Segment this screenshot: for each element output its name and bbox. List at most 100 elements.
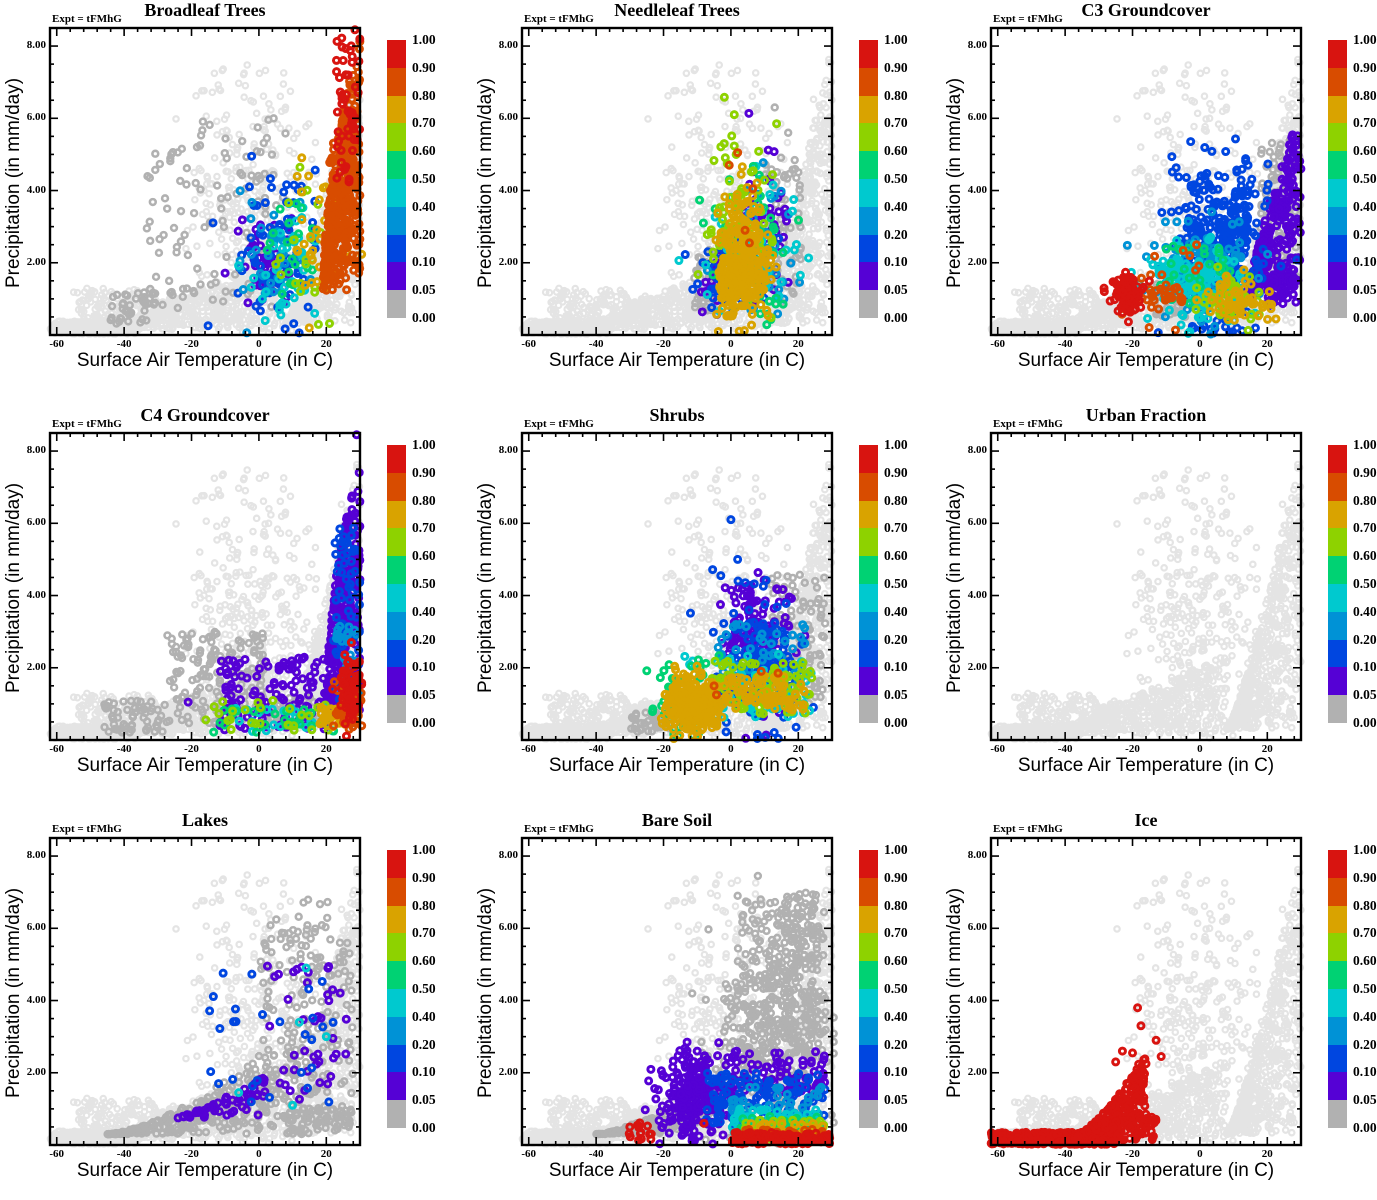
- colorbar-segment: [1328, 179, 1347, 207]
- y-tick-label: 4.00: [26, 183, 46, 196]
- colorbar-segment: [859, 206, 878, 235]
- x-tick-label: -60: [49, 1148, 65, 1160]
- panel-title: Urban Fraction: [1085, 405, 1207, 425]
- panel-title: Ice: [1134, 810, 1158, 830]
- x-tick-label: -20: [1125, 338, 1140, 350]
- colorbar-label: 0.50: [1353, 576, 1377, 591]
- colorbar-segment: [1328, 234, 1347, 263]
- colorbar-label: 0.70: [884, 925, 908, 941]
- y-tick-label: 4.00: [967, 183, 987, 196]
- colorbar-segment: [859, 1100, 878, 1128]
- colorbar-segment: [387, 877, 406, 906]
- colorbar-segment: [387, 262, 406, 291]
- scatter-plot-canvas: [941, 0, 1377, 390]
- colorbar-label: 1.00: [412, 32, 436, 47]
- y-tick-label: 8.00: [26, 444, 46, 457]
- colorbar-label: 0.90: [412, 59, 436, 75]
- y-tick-label: 6.00: [967, 111, 987, 124]
- x-tick-label: 20: [792, 743, 804, 755]
- colorbar-label: 1.00: [1353, 437, 1377, 452]
- x-tick-label: 0: [728, 338, 734, 350]
- colorbar-label: 0.10: [412, 254, 436, 270]
- colorbar-segment: [859, 40, 878, 68]
- colorbar-label: 0.50: [412, 981, 436, 996]
- colorbar-label: 0.70: [1353, 115, 1377, 131]
- colorbar-label: 0.70: [884, 520, 908, 536]
- scatter-plot-canvas: [941, 405, 1377, 795]
- colorbar-segment: [387, 933, 406, 962]
- colorbar-segment: [387, 290, 406, 318]
- colorbar-label: 0.20: [884, 226, 908, 242]
- colorbar-label: 0.70: [412, 115, 436, 131]
- colorbar-segment: [387, 179, 406, 207]
- colorbar-label: 0.90: [1353, 59, 1377, 75]
- y-tick-label: 8.00: [967, 849, 987, 862]
- colorbar-segment: [1328, 1044, 1347, 1073]
- x-tick-label: 0: [256, 743, 262, 755]
- colorbar-label: 0.10: [1353, 1064, 1377, 1080]
- colorbar-label: 0.60: [412, 953, 436, 969]
- colorbar-label: 0.50: [1353, 981, 1377, 996]
- colorbar-segment: [387, 584, 406, 612]
- x-tick-label: 0: [1197, 743, 1203, 755]
- colorbar-segment: [1328, 123, 1347, 152]
- colorbar-segment: [1328, 262, 1347, 291]
- y-tick-label: 2.00: [967, 1065, 987, 1078]
- y-tick-label: 8.00: [498, 849, 518, 862]
- colorbar-label: 0.10: [1353, 659, 1377, 675]
- colorbar-label: 0.80: [1353, 492, 1377, 508]
- panel-needleleaf-trees: Needleleaf Trees Expt = tFMhG Precipitat…: [472, 0, 931, 395]
- y-tick-label: 4.00: [498, 588, 518, 601]
- colorbar-segment: [859, 67, 878, 96]
- colorbar-segment: [859, 639, 878, 668]
- panel-title: C3 Groundcover: [1081, 0, 1211, 20]
- y-tick-label: 6.00: [498, 516, 518, 529]
- colorbar-segment: [859, 123, 878, 152]
- colorbar-label: 0.80: [1353, 897, 1377, 913]
- y-tick-label: 8.00: [26, 39, 46, 52]
- colorbar-segment: [1328, 584, 1347, 612]
- x-tick-label: -60: [521, 1148, 537, 1160]
- y-tick-label: 8.00: [498, 444, 518, 457]
- y-tick-label: 4.00: [498, 993, 518, 1006]
- colorbar-label: 0.10: [884, 254, 908, 270]
- colorbar-segment: [1328, 528, 1347, 557]
- panel-c3-groundcover: C3 Groundcover Expt = tFMhG Precipitatio…: [941, 0, 1377, 395]
- x-tick-label: 20: [320, 1148, 332, 1160]
- x-axis-label: Surface Air Temperature (in C): [76, 350, 334, 371]
- colorbar-label: 0.20: [412, 226, 436, 242]
- colorbar-segment: [1328, 1016, 1347, 1045]
- panel-shrubs: Shrubs Expt = tFMhG Precipitation (in mm…: [472, 405, 931, 800]
- x-tick-label: -20: [656, 743, 671, 755]
- panel-c4-groundcover: C4 Groundcover Expt = tFMhG Precipitatio…: [0, 405, 459, 800]
- x-tick-label: 0: [1197, 1148, 1203, 1160]
- x-axis-label: Surface Air Temperature (in C): [1017, 755, 1275, 776]
- x-tick-label: -20: [1125, 1148, 1140, 1160]
- x-axis-label: Surface Air Temperature (in C): [548, 1160, 806, 1181]
- colorbar-label: 0.90: [884, 869, 908, 885]
- x-tick-label: -40: [588, 338, 604, 350]
- colorbar: 1.00 0.90 0.80 0.70 0.60 0.50 0.40 0.20 0.10 0.05…: [472, 810, 931, 1200]
- colorbar-segment: [387, 1016, 406, 1045]
- colorbar-segment: [1328, 667, 1347, 696]
- colorbar-label: 0.70: [1353, 925, 1377, 941]
- colorbar-segment: [859, 290, 878, 318]
- y-tick-label: 2.00: [26, 1065, 46, 1078]
- colorbar-label: 0.10: [884, 659, 908, 675]
- colorbar-label: 0.00: [412, 715, 436, 730]
- colorbar-segment: [1328, 989, 1347, 1017]
- colorbar-segment: [859, 667, 878, 696]
- colorbar-segment: [387, 1072, 406, 1101]
- colorbar-label: 1.00: [884, 32, 908, 47]
- colorbar-label: 0.05: [884, 687, 908, 703]
- y-tick-label: 6.00: [26, 921, 46, 934]
- colorbar-segment: [387, 95, 406, 124]
- panel-bare-soil: Bare Soil Expt = tFMhG Precipitation (in…: [472, 810, 931, 1200]
- colorbar-segment: [1328, 850, 1347, 878]
- colorbar-label: 0.05: [884, 282, 908, 298]
- colorbar-label: 0.40: [884, 603, 908, 619]
- colorbar-label: 0.60: [412, 548, 436, 564]
- x-tick-label: -20: [184, 1148, 199, 1160]
- experiment-label: Expt = tFMhG: [52, 418, 122, 430]
- x-tick-label: -20: [656, 1148, 671, 1160]
